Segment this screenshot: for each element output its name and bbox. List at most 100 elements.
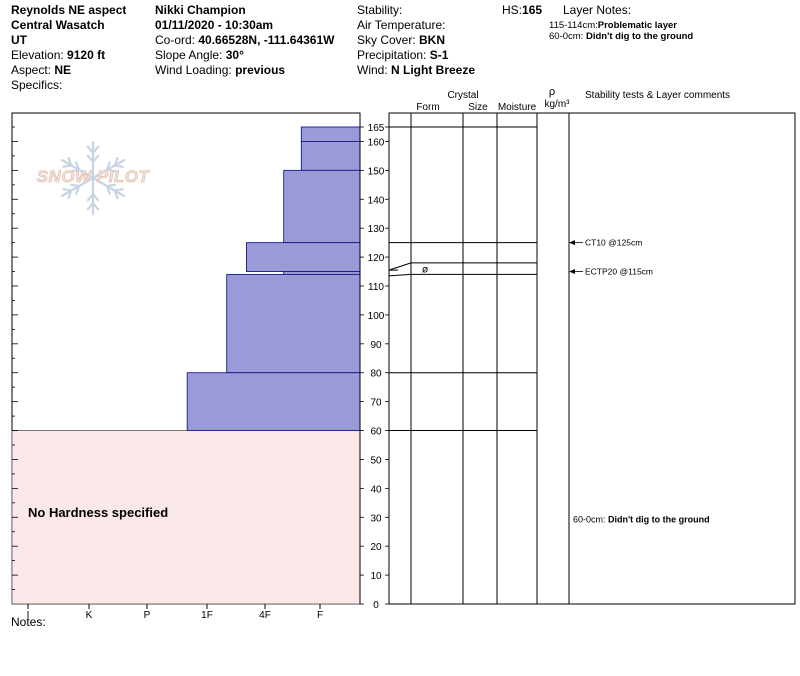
aspect-row: Aspect: NE [11,63,126,78]
layer-comment: 60-0cm: Didn't dig to the ground [573,514,710,524]
stability-tests-panel: CT10 @125cm ECTP20 @115cm 60-0cm: Didn't d… [569,238,710,524]
header-crystal: Crystal [447,90,478,101]
flake-branch [69,183,81,188]
stability-test-label: CT10 @125cm [585,238,642,248]
no-hardness-zone [11,430,361,605]
layer-table-frame [388,112,796,605]
coord-label: Co-ord: [155,33,199,47]
precip-label: Precipitation: [357,48,430,62]
air-temp-label: Air Temperature: [357,18,446,32]
coord-value: 40.66528N, -111.64361W [198,33,335,47]
specifics-label: Specifics: [11,78,63,92]
wind-value: N Light Breeze [391,63,476,77]
flake-branch [75,161,81,171]
wind-loading-value: previous [235,63,286,77]
layer-comment-range: 60-0cm: [573,514,608,524]
hardness-bar [300,141,361,171]
flake-branch [91,145,100,154]
wind-row: Wind: N Light Breeze [357,63,475,78]
location-state: UT [11,33,27,47]
wind-label: Wind: [357,63,392,77]
aspect-value: NE [54,63,72,77]
hardness-tick-label: I [27,610,30,621]
coord-row: Co-ord: 40.66528N, -111.64361W [155,33,334,48]
depth-tick-label: 110 [368,282,384,293]
hs-value: 165 [522,3,543,17]
hardness-bar [186,372,361,431]
location-name: Reynolds NE aspect [11,3,127,17]
wind-loading-label: Wind Loading: [155,63,236,77]
stability-label: Stability: [357,3,403,17]
depth-tick-label: 130 [368,224,385,235]
header-size: Size [468,102,488,113]
flake-branch [113,188,124,192]
flake-branch [91,154,100,163]
observer-name: Nikki Champion [155,3,246,17]
layer-notes-title: Layer Notes: [563,3,632,17]
depth-tick-label: 10 [370,571,382,582]
header-conditions-block: Stability: Air Temperature: Sky Cover: B… [357,3,475,78]
depth-tick-label: 140 [368,195,385,206]
test-arrow-head [569,269,575,275]
flake-branch [91,202,100,211]
hardness-tick-label: F [317,610,323,621]
depth-tick-label: 165 [368,123,385,134]
notes-label: Notes: [11,615,46,629]
flake-branch [113,164,124,168]
snowflake-icon: SNOW PILOT [36,140,151,216]
flake-branch [86,202,95,211]
flake-branch [86,145,95,154]
depth-tick-label: 0 [373,600,379,611]
header-moisture: Moisture [498,102,537,113]
layer-note-2-text: Didn't dig to the ground [585,31,694,42]
elevation-row: Elevation: 9120 ft [11,48,126,63]
hardness-bar [283,169,361,244]
hardness-tick-label: P [144,610,151,621]
depth-tick-label: 100 [368,311,385,322]
depth-tick-label: 60 [370,427,382,438]
hardness-bar [226,273,361,374]
layer-form-symbol: ø [422,265,428,276]
logo-text: SNOW PILOT [37,167,151,186]
header-form: Form [416,102,439,113]
flake-branch [91,193,100,202]
stability-test-label: ECTP20 @115cm [585,267,653,277]
no-hardness-label: No Hardness specified [28,505,168,520]
flake-branch [105,184,111,195]
hardness-tick-label: K [86,610,93,621]
hs-label: HS: [502,3,523,17]
slope-label: Slope Angle: [155,48,226,62]
hardness-bar [245,242,361,272]
location-range: Central Wasatch [11,18,105,32]
hardness-tick-label: 4F [259,610,271,621]
flake-branch [86,193,95,202]
sky-cover-row: Sky Cover: BKN [357,33,475,48]
header-stability-comments: Stability tests & Layer comments [585,90,730,101]
flake-branch [113,156,119,167]
observation-datetime: 01/11/2020 - 10:30am [155,18,274,32]
depth-axis: 0 10 20 30 40 50 60 70 80 90 100 110 120 130 140 150 160… [360,123,389,611]
flake-branch [75,184,81,195]
flake-branch [62,188,73,192]
layer-note-1-text: Problematic layer [597,20,677,31]
header-location-block: Reynolds NE aspect Central Wasatch UT El… [11,3,126,93]
depth-tick-label: 40 [370,484,382,495]
wind-loading-row: Wind Loading: previous [155,63,334,78]
flake-branch [86,154,95,163]
depth-tick-label: 160 [368,137,385,148]
depth-tick-label: 120 [368,253,385,264]
depth-tick-label: 30 [370,513,382,524]
flake-branch [69,168,81,173]
layer-note-1-range: 115-114cm: [549,20,598,31]
hardness-bar [300,126,361,142]
layer-note-2: 60-0cm: Didn't dig to the ground [549,31,693,42]
flake-branch [62,164,73,168]
flake-branch [67,156,73,167]
precip-value: S-1 [429,48,449,62]
flake-arm [91,158,126,180]
flake-branch [113,189,119,200]
hardness-tick-label: 1F [201,610,213,621]
layer-link [388,273,412,277]
flake-branch [105,161,111,171]
